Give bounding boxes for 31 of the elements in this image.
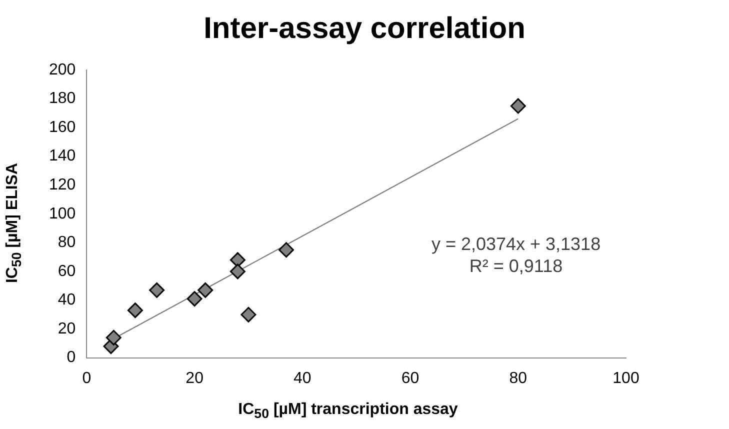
point [240,306,256,322]
point [186,291,202,307]
y-tick-label: 0 [66,349,76,366]
y-tick-label: 40 [58,292,76,309]
point [510,98,526,114]
point [127,302,143,318]
x-tick-label: 80 [509,370,528,387]
point [106,330,122,346]
y-tick-label: 60 [58,262,76,280]
point [230,252,246,268]
x-tick-label: 60 [401,370,420,387]
x-tick-label: 40 [294,370,312,387]
chart-title: Inter-assay correlation [202,12,526,46]
y-tick-label: 180 [48,90,76,108]
y-tick-label: 140 [48,148,76,165]
annotation: y = 2,0374x + 3,1318 [431,234,601,254]
y-tick-label: 200 [48,61,76,78]
y-tick-label: 80 [58,234,76,252]
y-tick-label: 160 [48,118,76,136]
point [278,242,294,258]
x-tick-label: 100 [612,370,640,387]
point [198,282,214,298]
annotation: R² = 0,9118 [469,256,563,276]
y-tick-label: 100 [48,205,76,222]
y-tick-label: 120 [48,176,76,194]
x-tick-label: 20 [186,370,204,387]
point [149,282,165,298]
x-tick-label: 0 [82,370,92,387]
y-tick-label: 20 [58,320,76,338]
point [230,264,246,280]
x-axis-title: IC$_{50}$ [µM] transcription assay [237,400,459,421]
